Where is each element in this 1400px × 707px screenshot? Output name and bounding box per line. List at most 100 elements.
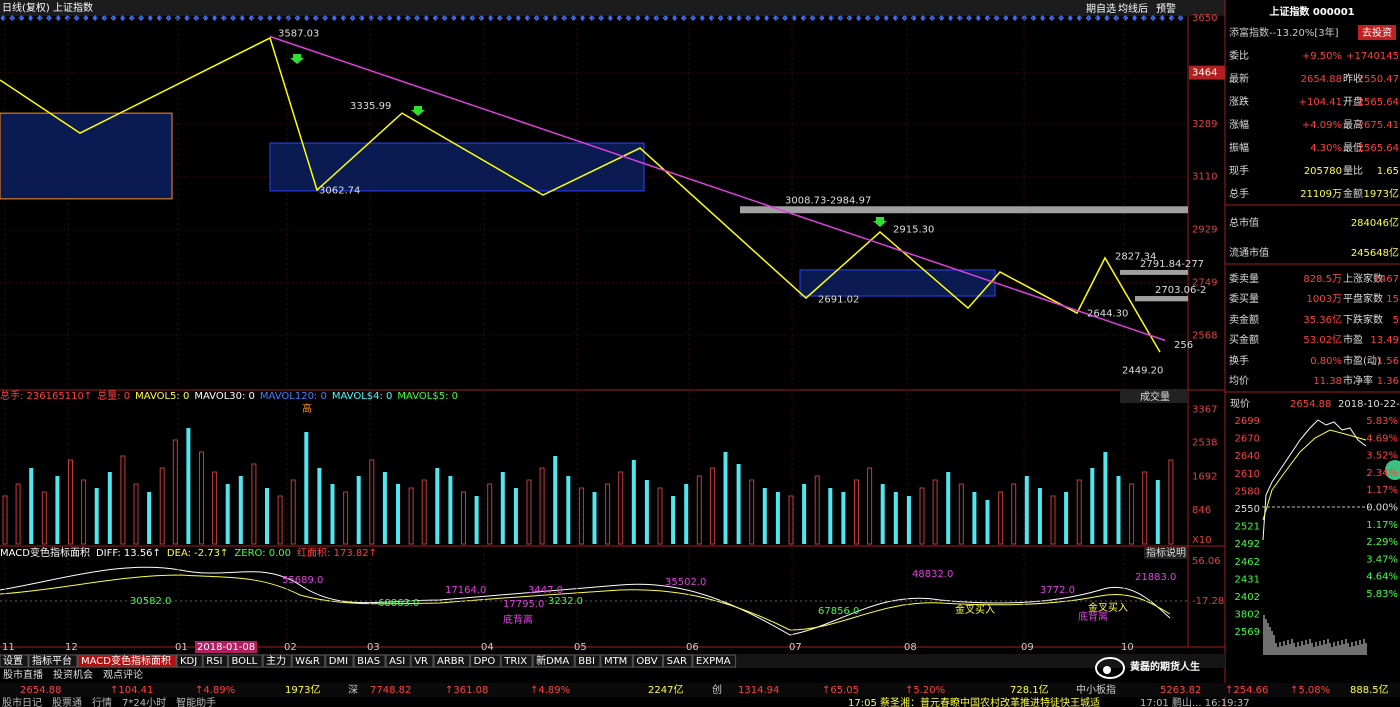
button[interactable] xyxy=(1144,547,1188,559)
tab[interactable]: ARBR xyxy=(437,656,465,667)
tab-box[interactable] xyxy=(600,654,633,668)
macd-label: 底背离 xyxy=(503,613,533,626)
watermark: 黄磊的期货人生 xyxy=(1130,660,1200,673)
invest-button[interactable] xyxy=(1358,25,1396,40)
ticker-item[interactable]: 股市日记 xyxy=(2,696,42,707)
marker xyxy=(119,15,126,21)
tab-box[interactable] xyxy=(632,654,664,668)
tab-box[interactable] xyxy=(410,654,434,668)
tab[interactable]: MTM xyxy=(604,656,627,667)
tab[interactable]: RSI xyxy=(206,656,222,667)
macd-label: 68863.0 xyxy=(378,598,419,609)
tab[interactable]: BIAS xyxy=(357,656,380,667)
unit-label: X10 xyxy=(1192,535,1212,546)
marker xyxy=(303,15,310,21)
float-button[interactable] xyxy=(1385,460,1400,480)
toolbar-button[interactable]: 期自选 xyxy=(1086,2,1116,15)
dea-line xyxy=(0,574,1171,631)
tab-box[interactable] xyxy=(291,654,326,668)
tab-box[interactable] xyxy=(227,654,263,668)
intraday-tick: 2640 xyxy=(1235,451,1260,462)
index-cell: 深 xyxy=(348,684,358,696)
tab-box[interactable] xyxy=(353,654,386,668)
tab-box[interactable] xyxy=(385,654,411,668)
tab[interactable]: DPO xyxy=(474,656,496,667)
range-bar xyxy=(740,206,1188,214)
quote-value: 13.49 xyxy=(1370,335,1399,346)
tab-box[interactable] xyxy=(532,654,575,668)
tab[interactable]: 指标平台 xyxy=(32,654,72,667)
marker xyxy=(1104,15,1110,21)
marker xyxy=(883,15,890,21)
tab-box[interactable] xyxy=(663,654,693,668)
tab-box[interactable] xyxy=(0,654,29,668)
volume-bar xyxy=(828,488,833,544)
marker xyxy=(662,15,669,21)
range-bar xyxy=(1120,269,1188,275)
subtab[interactable]: 股市直播 xyxy=(3,668,43,681)
volume-bar xyxy=(709,467,715,545)
ticker-item[interactable]: 股票通 xyxy=(52,697,82,707)
intraday-pct: 2.34% xyxy=(1366,468,1398,479)
tab[interactable]: 主力 xyxy=(266,654,286,667)
tab-box[interactable] xyxy=(574,654,601,668)
fund-link[interactable]: 添富指数--13.20%[3年] xyxy=(1229,26,1339,39)
dropdown-label[interactable]: 成交量 xyxy=(1140,390,1170,403)
marker xyxy=(1012,15,1018,21)
y-tick-label: 3464 xyxy=(1192,68,1217,79)
tab[interactable]: KDJ xyxy=(180,656,197,667)
marker xyxy=(404,15,411,21)
volume-bar xyxy=(723,452,728,544)
quote-label: 最高 xyxy=(1343,118,1363,131)
tab[interactable]: EXPMA xyxy=(696,656,731,667)
tab-box[interactable] xyxy=(433,654,471,668)
ticker-item[interactable]: 行情 xyxy=(92,696,112,707)
ticker-item[interactable]: 智能助手 xyxy=(176,696,216,707)
subtab[interactable]: 投资机会 xyxy=(53,668,93,681)
tab[interactable]: SAR xyxy=(667,656,687,667)
tab-box[interactable] xyxy=(176,654,203,668)
quote-label: 委比 xyxy=(1229,49,1249,62)
tab[interactable]: VR xyxy=(414,656,428,667)
tab[interactable]: DMI xyxy=(329,656,348,667)
invest-label[interactable]: 去投资 xyxy=(1362,26,1392,39)
tab-box[interactable] xyxy=(202,654,228,668)
tab[interactable]: BBI xyxy=(578,656,595,667)
volume-bar xyxy=(1076,479,1082,545)
quote-label: 最低 xyxy=(1343,141,1363,154)
tab[interactable]: W&R xyxy=(295,656,320,667)
toolbar-button[interactable]: 均线 xyxy=(1118,2,1138,15)
tab-box[interactable] xyxy=(470,654,501,668)
tab-box[interactable] xyxy=(262,654,292,668)
volume-bar xyxy=(369,459,375,545)
tab[interactable]: 新DMA xyxy=(536,654,569,667)
volume-bar xyxy=(133,483,139,545)
volume-bar xyxy=(1142,471,1148,545)
volume-bar xyxy=(41,491,47,545)
marker xyxy=(588,15,595,21)
button-label[interactable]: 指标说明 xyxy=(1146,546,1186,559)
quote-label: 市盈(动) xyxy=(1343,354,1381,367)
quote-value: +1740145 xyxy=(1346,51,1399,62)
subtab[interactable]: 观点评论 xyxy=(103,668,143,681)
tab-box[interactable] xyxy=(77,654,177,668)
tab[interactable]: 设置 xyxy=(3,655,23,667)
dropdown[interactable] xyxy=(1120,390,1188,403)
macd-label: 30582.0 xyxy=(130,596,171,607)
tab-box[interactable] xyxy=(325,654,354,668)
ticker-item[interactable]: 7*24小时 xyxy=(122,697,166,707)
tab-box[interactable] xyxy=(28,654,78,668)
signal-arrow xyxy=(290,54,304,64)
tab[interactable]: MACD变色指标面积 xyxy=(81,654,171,667)
tab-box[interactable] xyxy=(500,654,533,668)
marker xyxy=(579,15,586,21)
tab-box[interactable] xyxy=(692,654,737,668)
toolbar-button[interactable]: 预警 xyxy=(1156,2,1176,15)
tab[interactable]: TRIX xyxy=(503,656,527,667)
macd-header: ZERO: 0.00 xyxy=(234,548,291,559)
toolbar-button[interactable]: 后 xyxy=(1138,3,1148,15)
tab[interactable]: ASI xyxy=(389,656,405,667)
tab[interactable]: BOLL xyxy=(231,656,257,667)
tab[interactable]: OBV xyxy=(636,656,657,667)
